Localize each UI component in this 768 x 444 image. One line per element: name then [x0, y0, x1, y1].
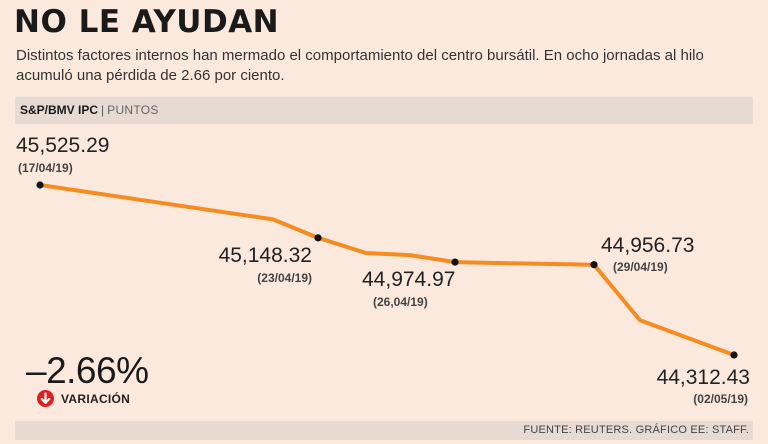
data-value-label: 44,312.43	[657, 366, 750, 389]
data-date-label: (02/05/19)	[693, 392, 748, 406]
data-date-label: (26,04/19)	[373, 295, 428, 309]
index-band: S&P/BMV IPC | PUNTOS	[15, 97, 753, 124]
data-point-marker	[451, 258, 459, 266]
data-value-label: 45,148.32	[219, 244, 312, 267]
variation-row: VARIACIÓN	[37, 390, 130, 407]
chart-title: NO LE AYUDAN	[14, 4, 280, 40]
data-point-marker	[730, 351, 738, 359]
data-value-label: 44,956.73	[601, 234, 694, 257]
data-point-marker	[36, 181, 44, 189]
series-line	[38, 183, 736, 357]
chart-subtitle: Distintos factores internos han mermado …	[16, 47, 704, 84]
data-point-marker	[590, 261, 598, 269]
variation-value: –2.66%	[26, 350, 149, 391]
index-name: S&P/BMV IPC	[20, 103, 99, 117]
data-date-label: (17/04/19)	[18, 161, 73, 175]
data-value-label: 45,525.29	[16, 134, 109, 157]
unit-label: PUNTOS	[107, 103, 159, 117]
data-value-label: 44,974.97	[362, 268, 455, 291]
index-label: S&P/BMV IPC | PUNTOS	[20, 103, 159, 117]
index-separator: |	[101, 103, 105, 117]
source-note: FUENTE: REUTERS. GRÁFICO EE: STAFF.	[523, 424, 749, 436]
data-date-label: (29/04/19)	[613, 260, 668, 274]
data-point-marker	[314, 234, 322, 242]
variation-label: VARIACIÓN	[61, 391, 131, 406]
arrow-down-circle-icon	[37, 390, 54, 407]
data-date-label: (23/04/19)	[257, 271, 312, 285]
footer-band: FUENTE: REUTERS. GRÁFICO EE: STAFF.	[15, 421, 753, 440]
